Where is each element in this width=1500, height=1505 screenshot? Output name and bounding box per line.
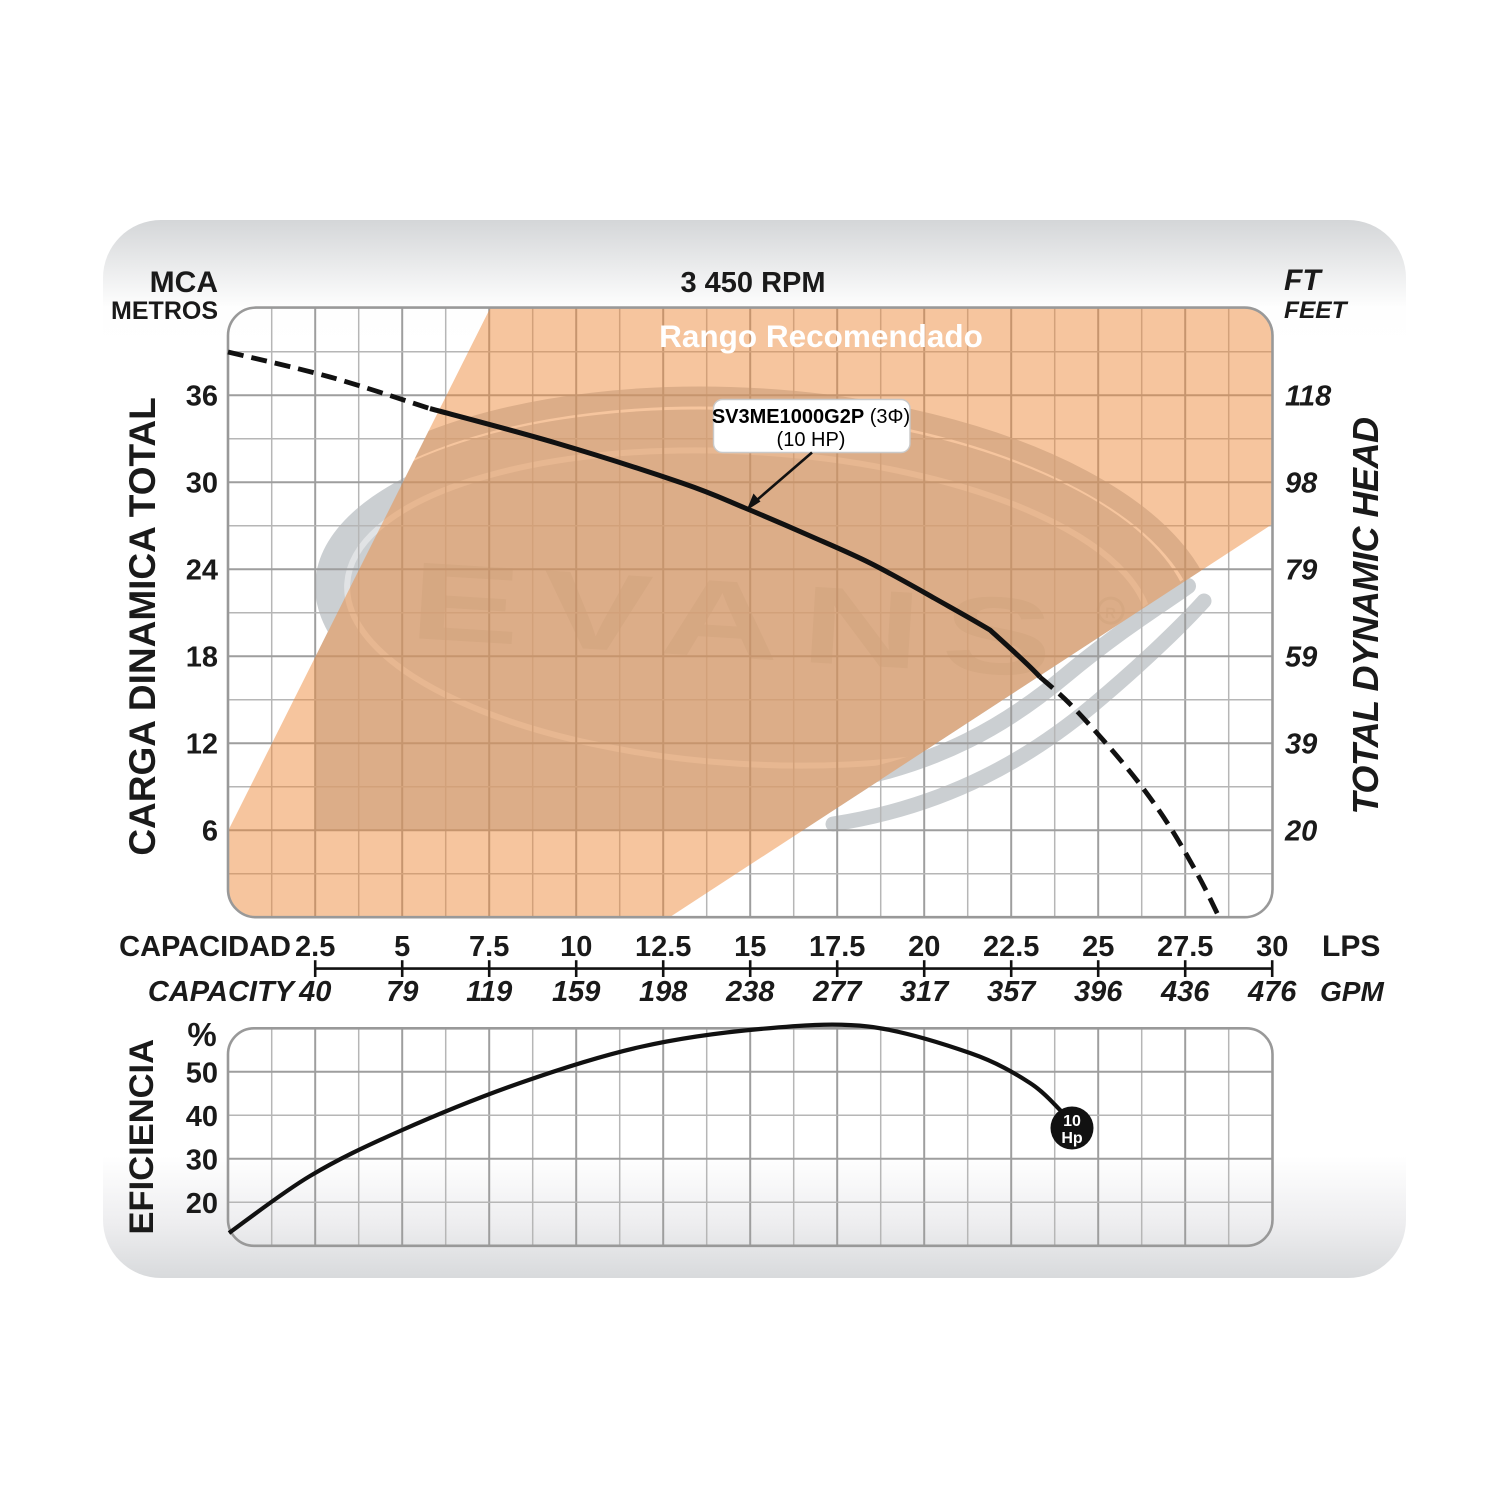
svg-text:CARGA DINAMICA TOTAL: CARGA DINAMICA TOTAL (122, 397, 163, 855)
svg-text:17.5: 17.5 (809, 931, 865, 963)
svg-text:10: 10 (1063, 1113, 1081, 1130)
svg-text:39: 39 (1285, 729, 1317, 761)
svg-text:5: 5 (394, 931, 410, 963)
svg-text:40: 40 (186, 1101, 218, 1133)
svg-text:476: 476 (1247, 976, 1297, 1008)
svg-text:36: 36 (186, 381, 218, 413)
svg-text:EFICIENCIA: EFICIENCIA (123, 1039, 161, 1235)
svg-text:Hp: Hp (1061, 1130, 1083, 1147)
svg-text:30: 30 (186, 1144, 218, 1176)
svg-text:24: 24 (186, 555, 218, 587)
svg-text:79: 79 (1285, 555, 1317, 587)
svg-text:LPS: LPS (1322, 930, 1380, 963)
svg-text:20: 20 (908, 931, 940, 963)
svg-text:238: 238 (725, 976, 775, 1008)
svg-text:40: 40 (298, 976, 331, 1008)
svg-text:18: 18 (186, 642, 218, 674)
svg-text:(10 HP): (10 HP) (777, 429, 846, 451)
svg-text:59: 59 (1285, 642, 1317, 674)
svg-text:CAPACITY: CAPACITY (148, 976, 297, 1008)
svg-text:Rango Recomendado: Rango Recomendado (659, 318, 983, 354)
svg-text:357: 357 (987, 976, 1037, 1008)
svg-text:79: 79 (386, 976, 418, 1008)
svg-text:FT: FT (1284, 264, 1323, 297)
svg-text:198: 198 (639, 976, 688, 1008)
svg-text:118: 118 (1285, 381, 1332, 413)
svg-text:CAPACIDAD: CAPACIDAD (119, 931, 291, 963)
svg-text:20: 20 (186, 1188, 218, 1220)
svg-text:30: 30 (186, 468, 218, 500)
svg-text:%: % (187, 1016, 216, 1053)
svg-text:25: 25 (1082, 931, 1114, 963)
svg-text:6: 6 (202, 816, 218, 848)
svg-text:MCA: MCA (150, 266, 218, 299)
svg-text:7.5: 7.5 (469, 931, 509, 963)
svg-text:15: 15 (734, 931, 766, 963)
svg-text:10: 10 (560, 931, 592, 963)
svg-text:317: 317 (900, 976, 950, 1008)
svg-text:TOTAL DYNAMIC HEAD: TOTAL DYNAMIC HEAD (1345, 417, 1386, 814)
svg-text:27.5: 27.5 (1157, 931, 1213, 963)
svg-text:50: 50 (186, 1057, 218, 1089)
svg-text:12: 12 (186, 729, 218, 761)
svg-text:GPM: GPM (1320, 976, 1384, 1007)
svg-text:396: 396 (1074, 976, 1123, 1008)
svg-text:159: 159 (552, 976, 600, 1008)
svg-text:436: 436 (1160, 976, 1210, 1008)
svg-text:98: 98 (1285, 468, 1318, 500)
svg-text:119: 119 (466, 976, 512, 1008)
svg-text:30: 30 (1256, 931, 1288, 963)
svg-text:20: 20 (1284, 816, 1317, 848)
svg-text:FEET: FEET (1284, 297, 1349, 324)
svg-text:22.5: 22.5 (983, 931, 1039, 963)
svg-text:METROS: METROS (111, 297, 218, 325)
svg-text:12.5: 12.5 (635, 931, 691, 963)
svg-text:2.5: 2.5 (295, 931, 335, 963)
svg-text:277: 277 (812, 976, 863, 1008)
svg-text:SV3ME1000G2P (3Φ): SV3ME1000G2P (3Φ) (712, 406, 910, 428)
svg-text:3 450 RPM: 3 450 RPM (680, 267, 825, 299)
